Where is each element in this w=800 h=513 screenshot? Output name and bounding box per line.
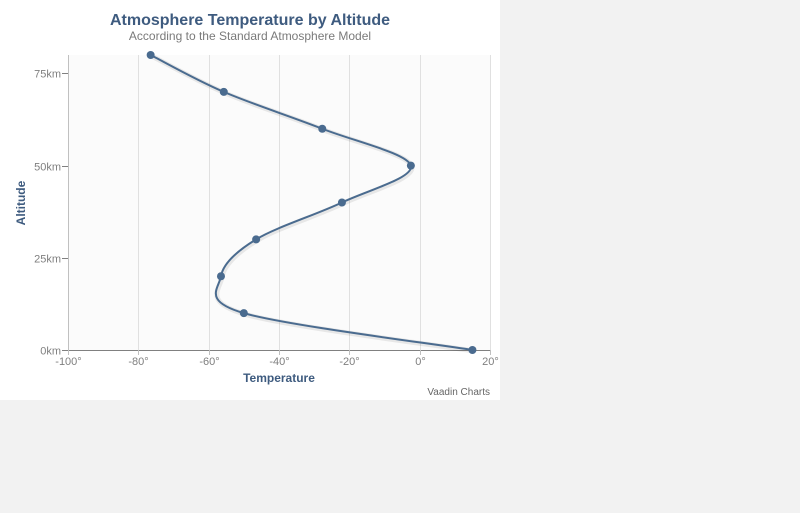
y-tick-label: 0km — [40, 346, 61, 358]
chart-svg: -100° -80° -60° -40° -20° 0° 20° 0km 25km 50km 75k… — [14, 12, 499, 398]
credits-text[interactable]: Vaadin Charts — [427, 387, 490, 398]
data-point[interactable] — [219, 87, 228, 96]
data-point[interactable] — [337, 198, 346, 207]
x-tick-label: 20° — [482, 356, 499, 368]
x-axis-title: Temperature — [243, 371, 315, 385]
chart-container: -100° -80° -60° -40° -20° 0° 20° 0km 25km 50km 75k… — [0, 0, 500, 400]
x-tick-label: -40° — [269, 356, 289, 368]
tick-layer: -100° -80° -60° -40° -20° 0° 20° 0km 25km 50km 75k… — [34, 69, 499, 369]
data-point[interactable] — [216, 272, 225, 281]
y-tick-label: 75km — [34, 69, 61, 81]
data-point[interactable] — [406, 161, 415, 170]
chart-subtitle: According to the Standard Atmosphere Mod… — [129, 29, 371, 43]
x-tick-label: -100° — [55, 356, 81, 368]
series-layer[interactable] — [146, 51, 477, 354]
x-tick-label: 0° — [415, 356, 426, 368]
data-point[interactable] — [239, 309, 248, 318]
data-point[interactable] — [146, 51, 155, 59]
y-axis-title: Altitude — [14, 180, 28, 225]
x-tick-label: -20° — [339, 356, 359, 368]
x-tick-label: -60° — [199, 356, 219, 368]
chart-title: Atmosphere Temperature by Altitude — [110, 12, 390, 29]
x-tick-label: -80° — [128, 356, 148, 368]
data-point[interactable] — [252, 235, 261, 244]
y-tick-label: 25km — [34, 254, 61, 266]
data-point[interactable] — [468, 346, 477, 354]
y-tick-label: 50km — [34, 162, 61, 174]
data-point[interactable] — [318, 124, 327, 133]
